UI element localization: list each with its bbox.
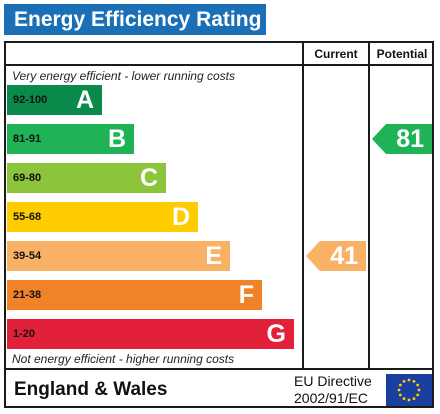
current-rating-arrow: 41 — [306, 241, 366, 271]
eu-directive-text: EU Directive 2002/91/EC — [294, 373, 372, 407]
potential-rating-arrow: 81 — [372, 124, 432, 154]
footer-region: England & Wales — [14, 379, 168, 400]
eu-star-icon — [402, 379, 406, 383]
bottom-note: Not energy efficient - higher running co… — [12, 352, 235, 366]
eu-star-icon — [417, 388, 421, 392]
band-range-label: 81-91 — [13, 133, 42, 145]
eu-directive-line1: EU Directive — [294, 373, 372, 389]
band-e: 39-54 E — [7, 241, 230, 271]
band-b: 81-91 B — [7, 124, 134, 154]
band-letter: F — [238, 281, 254, 309]
rating-frame — [4, 41, 434, 408]
eu-star-icon — [402, 397, 406, 401]
band-letter: A — [75, 86, 94, 114]
band-letter: D — [171, 203, 190, 231]
top-note: Very energy efficient - lower running co… — [12, 69, 235, 83]
potential-rating-value: 81 — [396, 125, 424, 153]
eu-star-icon — [416, 383, 420, 387]
eu-star-icon — [398, 393, 402, 397]
current-column-divider — [302, 41, 304, 370]
band-range-label: 1-20 — [13, 328, 36, 340]
eu-star-icon — [412, 397, 416, 401]
band-range-label: 69-80 — [13, 172, 42, 184]
potential-column-divider — [368, 41, 370, 370]
eu-flag-icon — [386, 374, 432, 406]
potential-arrow-shape — [372, 124, 432, 154]
title-bar: Energy Efficiency Rating — [4, 4, 266, 35]
band-range-label: 55-68 — [13, 211, 42, 223]
band-range-label: 92-100 — [13, 94, 48, 106]
eu-star-icon — [407, 398, 411, 402]
band-range-label: 39-54 — [13, 250, 42, 262]
band-letter: E — [205, 242, 222, 270]
band-letter: C — [139, 164, 158, 192]
eu-star-icon — [397, 388, 401, 392]
band-letter: G — [266, 320, 286, 348]
eu-directive-line2: 2002/91/EC — [294, 390, 368, 406]
chart-title: Energy Efficiency Rating — [14, 8, 262, 31]
eu-star-icon — [407, 378, 411, 382]
band-range-label: 21-38 — [13, 289, 42, 301]
current-rating-value: 41 — [330, 242, 358, 270]
band-f: 21-38 F — [7, 280, 262, 310]
band-d: 55-68 D — [7, 202, 198, 232]
band-c: 69-80 C — [7, 163, 166, 193]
current-column-header: Current — [314, 47, 358, 61]
eu-star-icon — [398, 383, 402, 387]
band-letter: B — [107, 125, 126, 153]
potential-column-header: Potential — [376, 47, 428, 61]
eu-star-icon — [416, 393, 420, 397]
band-a: 92-100 A — [7, 85, 102, 115]
footer-divider — [4, 368, 434, 370]
eu-star-icon — [412, 379, 416, 383]
current-arrow-shape — [306, 241, 366, 271]
header-divider — [4, 64, 434, 66]
band-g: 1-20 G — [7, 319, 294, 349]
